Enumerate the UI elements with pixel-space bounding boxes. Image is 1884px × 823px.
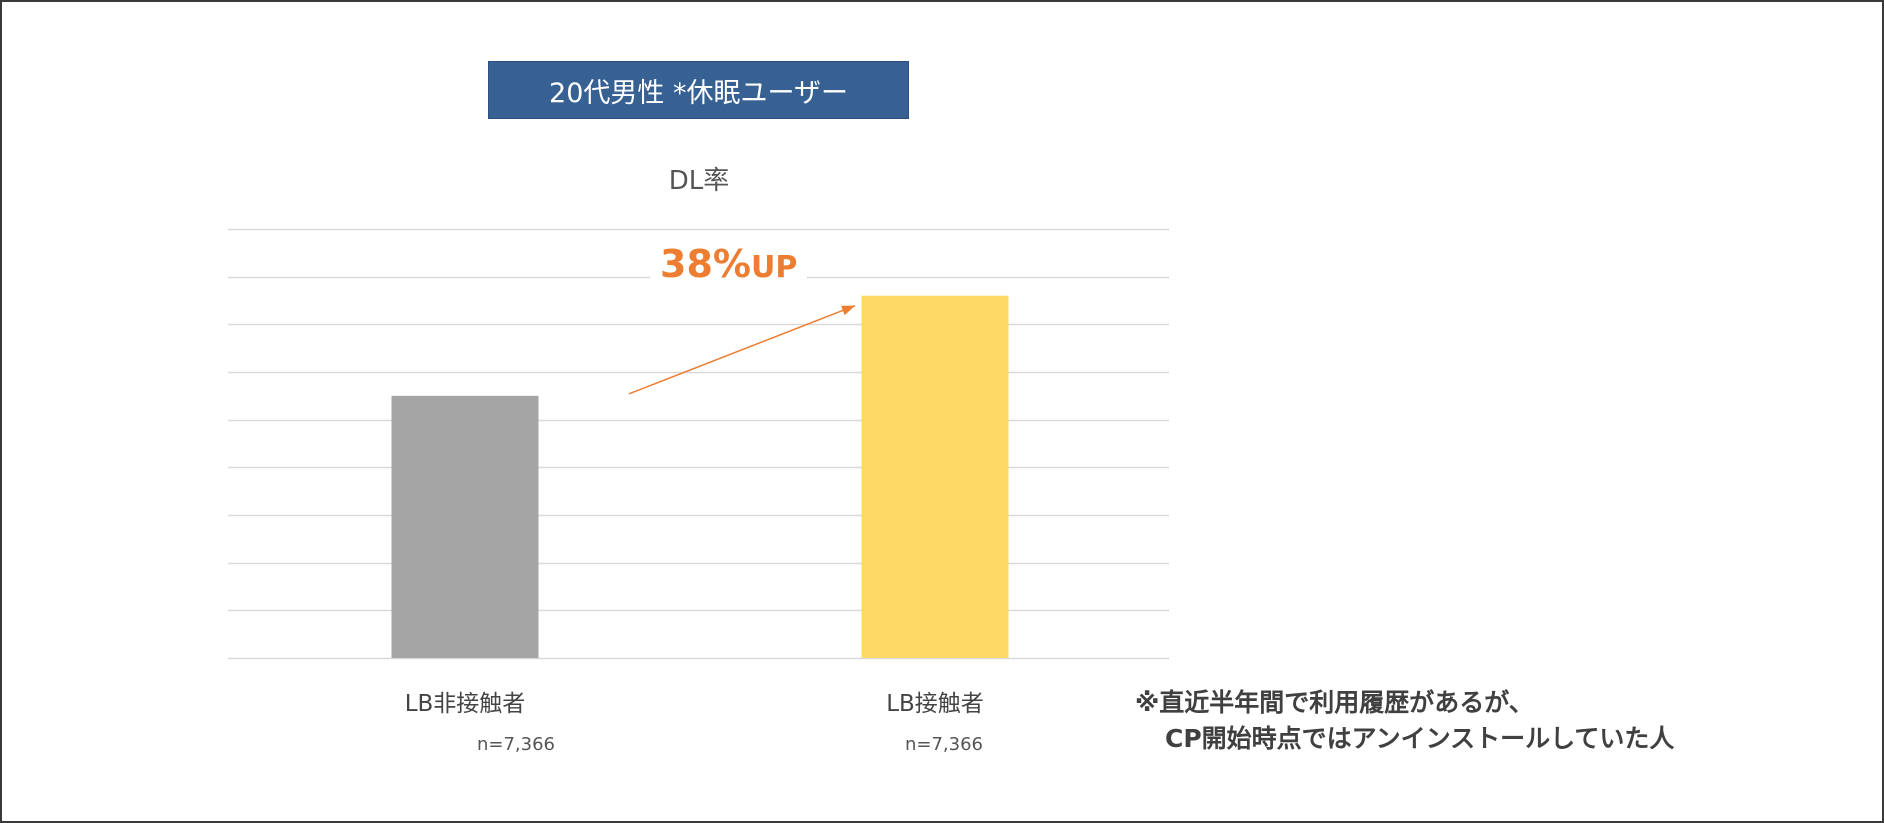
sample-size-lb-non-contact: n=7,366 (476, 734, 556, 755)
sample-size-lb-contact: n=7,366 (904, 734, 984, 755)
bar-1 (861, 295, 1009, 658)
growth-arrow (628, 305, 856, 395)
bar-0 (391, 395, 539, 658)
footnote-line-1: ※直近半年間で利用履歴があるが、 (1135, 688, 1534, 717)
growth-annotation: 38% UP (650, 242, 808, 294)
chart-title-box: 20代男性 *休眠ユーザー (488, 61, 909, 119)
gridlines (228, 228, 1169, 660)
category-label-lb-contact: LB接触者 (886, 691, 984, 717)
growth-arrow-line (628, 305, 856, 395)
chart-title: 20代男性 *休眠ユーザー (549, 77, 848, 109)
growth-suffix: UP (750, 250, 798, 285)
footnote: ※直近半年間で利用履歴があるが、 CP開始時点ではアンインストールしていた人 (1135, 685, 1674, 757)
growth-value: 38% (660, 242, 751, 286)
growth-arrow-head (841, 305, 855, 316)
category-label-lb-non-contact: LB非接触者 (404, 691, 526, 717)
footnote-line-2: CP開始時点ではアンインストールしていた人 (1165, 724, 1675, 753)
bars (391, 295, 1009, 658)
chart-subtitle: DL率 (668, 166, 730, 196)
